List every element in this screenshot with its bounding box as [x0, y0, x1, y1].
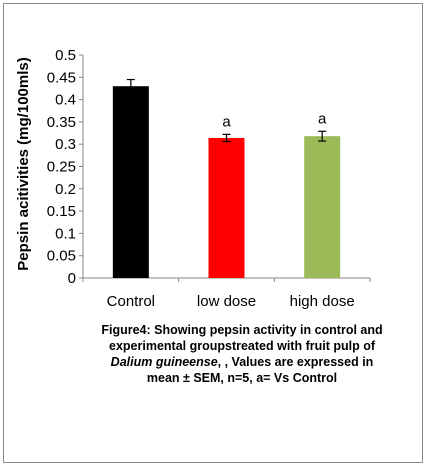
- bar: [112, 86, 149, 278]
- y-tick-label: 0.45: [47, 69, 76, 86]
- y-tick-label: 0.4: [55, 92, 76, 109]
- y-tick-label: 0.05: [47, 248, 76, 265]
- x-tick-label: low dose: [197, 293, 256, 310]
- y-tick-label: 0.25: [47, 159, 76, 176]
- y-axis-label: Pepsin acitivities (mg/100mls): [15, 57, 32, 270]
- x-tick-label: high dose: [290, 293, 355, 310]
- y-tick-label: 0: [68, 270, 76, 287]
- caption-species: Dalium guineense: [110, 355, 218, 369]
- y-tick-label: 0.1: [55, 225, 76, 242]
- bar: [208, 137, 245, 278]
- caption-line-3-rest: , , Values are expressed in: [217, 355, 374, 369]
- y-tick-label: 0.15: [47, 203, 76, 220]
- x-tick-label: Control: [107, 293, 155, 310]
- caption-line-2: experimental groupstreated with fruit pu…: [109, 339, 375, 353]
- y-tick-label: 0.35: [47, 114, 76, 131]
- significance-label: a: [318, 110, 327, 127]
- caption-line-1: Figure4: Showing pepsin activity in cont…: [101, 323, 383, 337]
- y-tick-label: 0.5: [55, 47, 76, 64]
- caption-line-3: Dalium guineense, , Values are expressed…: [84, 354, 400, 370]
- y-tick-label: 0.2: [55, 181, 76, 198]
- y-tick-label: 0.3: [55, 136, 76, 153]
- caption-line-4: mean ± SEM, n=5, a= Vs Control: [146, 371, 338, 385]
- figure-caption: Figure4: Showing pepsin activity in cont…: [84, 322, 400, 386]
- significance-label: a: [222, 113, 231, 130]
- bar: [304, 136, 341, 278]
